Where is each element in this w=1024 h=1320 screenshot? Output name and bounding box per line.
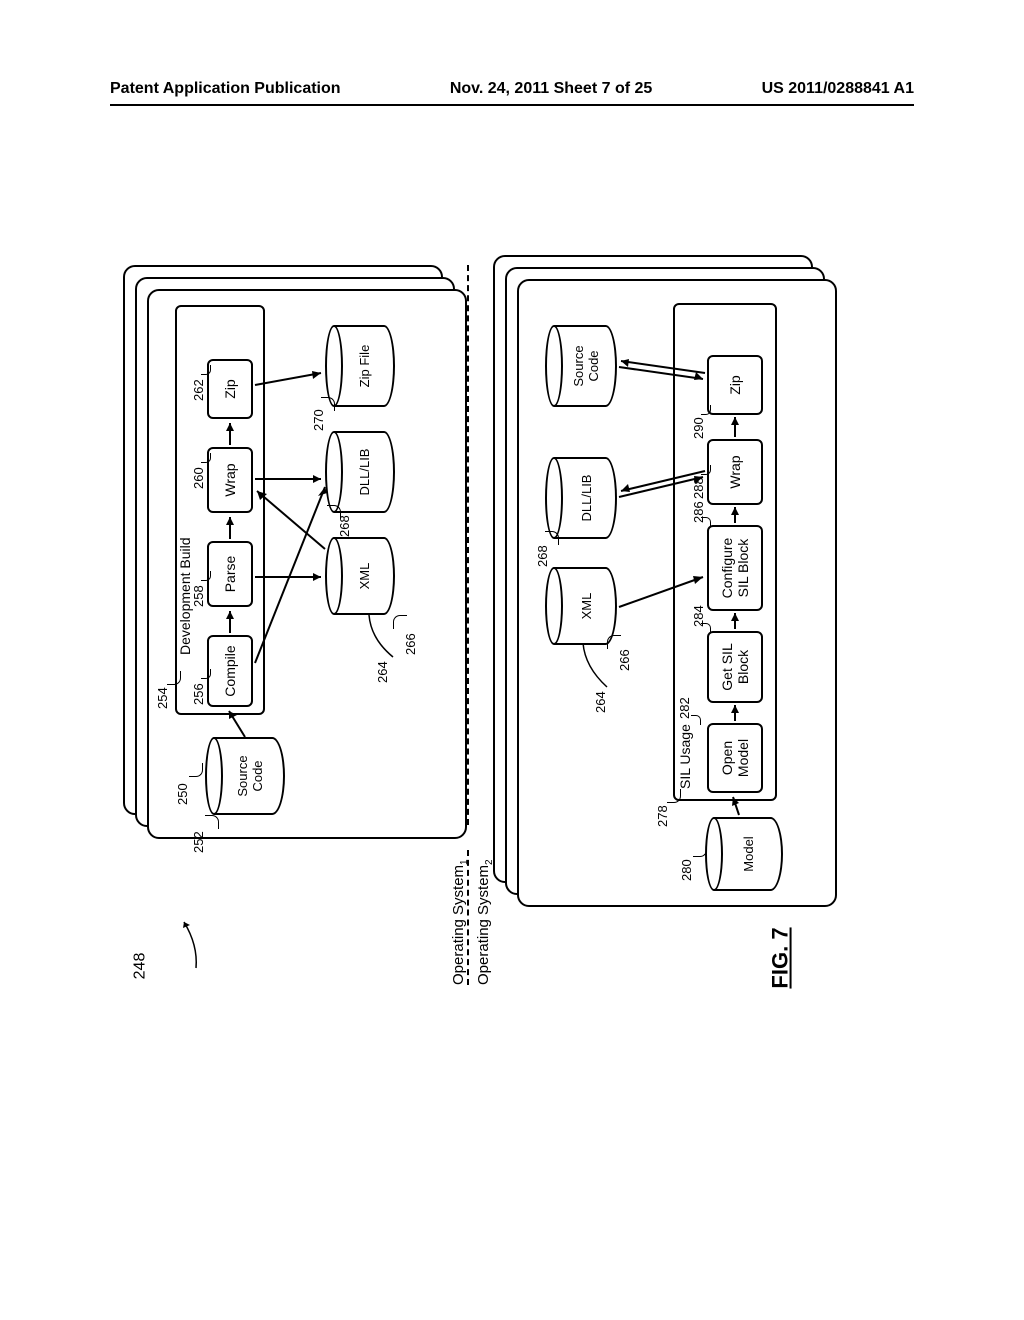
header-right: US 2011/0288841 A1 bbox=[762, 80, 914, 98]
page-header: Patent Application Publication Nov. 24, … bbox=[110, 80, 914, 98]
os2-label: Operating System2 bbox=[475, 859, 495, 985]
bot-arrows bbox=[517, 267, 847, 907]
os-divider-right bbox=[467, 265, 469, 825]
top-arrows bbox=[147, 279, 467, 839]
os-divider-left bbox=[467, 850, 469, 985]
header-center: Nov. 24, 2011 Sheet 7 of 25 bbox=[450, 80, 652, 98]
header-left: Patent Application Publication bbox=[110, 80, 341, 98]
header-rule bbox=[110, 104, 914, 106]
diagram: Operating System1 Operating System2 Sour… bbox=[115, 265, 835, 955]
ref-248: 248 bbox=[131, 953, 149, 980]
